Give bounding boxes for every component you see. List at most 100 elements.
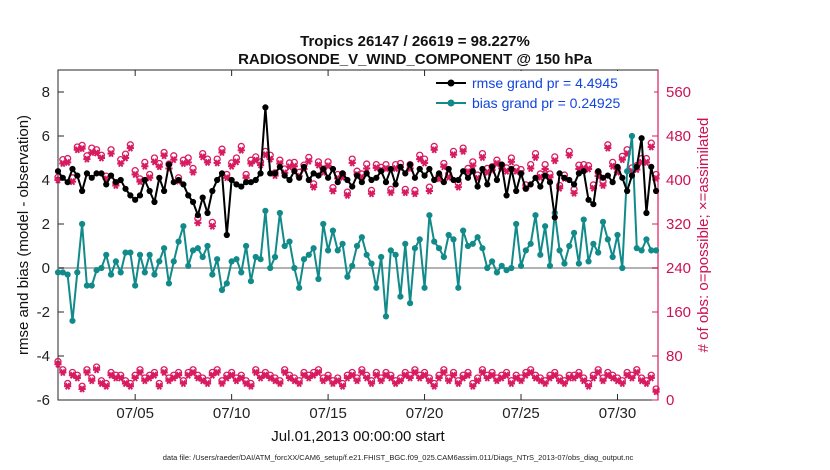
rmse-point xyxy=(189,198,197,206)
obs-assimilated-marker xyxy=(189,168,197,176)
obs-assimilated-stroke xyxy=(344,374,351,382)
obs-low-assimilated-marker xyxy=(353,377,361,385)
x-tick-label: 07/30 xyxy=(599,405,637,422)
obs-low-assimilated-marker xyxy=(589,374,597,382)
rmse-point xyxy=(387,165,394,173)
y-tick-label-left: -6 xyxy=(37,392,50,409)
bias-point xyxy=(416,236,423,243)
obs-assimilated-stroke xyxy=(228,162,235,170)
bias-point xyxy=(421,284,428,291)
obs-assimilated-marker xyxy=(213,159,221,167)
obs-assimilated-stroke xyxy=(171,156,177,164)
obs-assimilated-stroke xyxy=(528,164,534,173)
chart-title-line2: RADIOSONDE_V_WIND_COMPONENT @ 150 hPa xyxy=(238,51,593,68)
obs-assimilated-stroke xyxy=(455,183,461,191)
rmse-point xyxy=(305,176,312,184)
obs-assimilated-stroke xyxy=(619,156,625,164)
obs-assimilated-stroke xyxy=(320,377,326,385)
obs-assimilated-stroke xyxy=(489,371,495,379)
obs-assimilated-stroke xyxy=(585,165,592,173)
rmse-point xyxy=(392,181,399,188)
obs-assimilated-stroke xyxy=(306,374,312,382)
obs-assimilated-stroke xyxy=(219,148,225,157)
obs-assimilated-stroke xyxy=(421,159,428,167)
obs-assimilated-marker xyxy=(449,151,458,159)
rmse-point xyxy=(339,170,346,177)
obs-low-assimilated-marker xyxy=(174,371,183,379)
obs-assimilated-stroke xyxy=(576,371,582,379)
rmse-point xyxy=(122,185,129,192)
rmse-point xyxy=(64,179,71,186)
obs-assimilated-stroke xyxy=(137,368,143,377)
obs-assimilated-stroke xyxy=(648,143,654,151)
obs-assimilated-marker xyxy=(329,187,337,195)
bias-point xyxy=(604,236,611,243)
obs-assimilated-stroke xyxy=(561,379,568,388)
obs-assimilated-stroke xyxy=(648,374,654,382)
obs-assimilated-marker xyxy=(126,144,134,152)
obs-assimilated-marker xyxy=(131,170,139,179)
obs-assimilated-stroke xyxy=(137,178,143,186)
obs-low-assimilated-marker xyxy=(411,368,419,377)
obs-assimilated-stroke xyxy=(643,379,650,388)
y-tick-label-left: 0 xyxy=(42,260,50,277)
rmse-point xyxy=(397,163,404,170)
obs-assimilated-stroke xyxy=(74,146,80,154)
x-tick-label: 07/05 xyxy=(116,405,154,422)
obs-assimilated-stroke xyxy=(228,371,235,379)
obs-assimilated-stroke xyxy=(431,146,437,154)
bias-point xyxy=(561,260,568,267)
obs-assimilated-stroke xyxy=(200,153,206,161)
obs-assimilated-marker xyxy=(387,189,395,197)
obs-assimilated-marker xyxy=(83,155,91,163)
obs-assimilated-stroke xyxy=(84,368,90,377)
bias-point xyxy=(281,242,288,250)
bias-point xyxy=(223,280,230,287)
bias-point xyxy=(305,251,312,258)
rmse-point xyxy=(156,174,163,181)
bias-point xyxy=(599,218,607,225)
bias-point xyxy=(146,251,153,258)
bias-point xyxy=(204,242,211,250)
bias-point xyxy=(344,273,351,280)
obs-assimilated-stroke xyxy=(421,371,428,379)
obs-assimilated-stroke xyxy=(204,379,211,388)
obs-assimilated-marker xyxy=(305,157,313,165)
obs-assimilated-stroke xyxy=(407,374,413,382)
obs-assimilated-stroke xyxy=(214,368,220,377)
rmse-point xyxy=(300,163,308,170)
rmse-point xyxy=(117,176,124,184)
rmse-point xyxy=(296,174,303,181)
rmse-point xyxy=(88,174,95,181)
obs-assimilated-stroke xyxy=(344,191,351,200)
obs-assimilated-stroke xyxy=(325,162,331,170)
obs-assimilated-marker xyxy=(194,219,202,227)
x-tick-label: 07/10 xyxy=(213,405,251,422)
obs-assimilated-stroke xyxy=(315,161,322,169)
rmse-point xyxy=(652,187,660,195)
obs-assimilated-marker xyxy=(416,155,424,163)
obs-assimilated-stroke xyxy=(272,377,278,385)
obs-assimilated-stroke xyxy=(185,371,191,379)
rmse-point xyxy=(527,181,534,188)
rmse-point xyxy=(416,165,423,173)
obs-assimilated-stroke xyxy=(470,162,476,170)
obs-assimilated-marker xyxy=(203,158,212,167)
y-tick-label-right: 320 xyxy=(666,216,691,233)
obs-assimilated-stroke xyxy=(624,149,630,158)
obs-assimilated-stroke xyxy=(113,374,119,382)
obs-low-assimilated-marker xyxy=(334,377,342,385)
bias-point xyxy=(291,264,298,272)
obs-assimilated-marker xyxy=(92,149,101,157)
obs-assimilated-stroke xyxy=(528,368,534,377)
obs-assimilated-marker xyxy=(454,183,462,191)
bias-point xyxy=(368,260,375,267)
rmse-point xyxy=(69,165,76,173)
obs-assimilated-marker xyxy=(78,145,86,153)
obs-assimilated-stroke xyxy=(64,382,71,390)
obs-low-assimilated-marker xyxy=(551,371,559,379)
obs-assimilated-marker xyxy=(117,159,125,168)
obs-assimilated-stroke xyxy=(383,371,389,379)
obs-assimilated-stroke xyxy=(364,164,370,173)
